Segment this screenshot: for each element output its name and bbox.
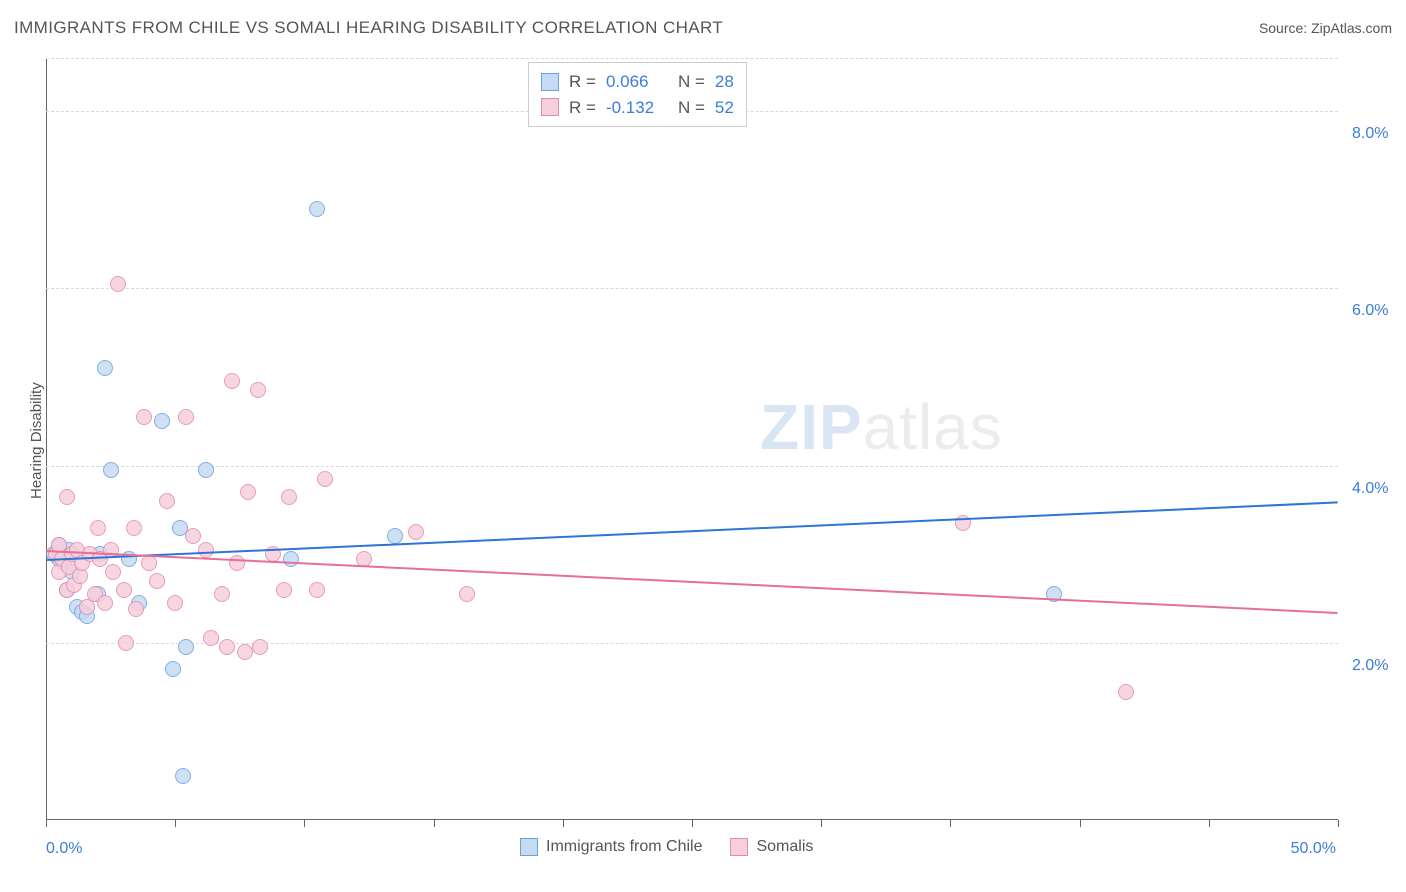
x-tick — [821, 820, 822, 827]
data-point — [198, 462, 214, 478]
data-point — [118, 635, 134, 651]
data-point — [317, 471, 333, 487]
data-point — [1118, 684, 1134, 700]
data-point — [126, 520, 142, 536]
y-tick-label: 2.0% — [1352, 657, 1388, 675]
legend-label: Somalis — [756, 838, 813, 856]
data-point — [309, 201, 325, 217]
x-tick — [304, 820, 305, 827]
n-label: N = — [678, 69, 705, 95]
stats-legend: R = 0.066 N = 28 R = -0.132 N = 52 — [528, 62, 747, 127]
y-tick-label: 6.0% — [1352, 302, 1388, 320]
data-point — [165, 661, 181, 677]
x-tick — [563, 820, 564, 827]
x-tick-label: 0.0% — [46, 840, 82, 858]
data-point — [178, 639, 194, 655]
x-tick — [175, 820, 176, 827]
data-point — [276, 582, 292, 598]
gridline — [46, 288, 1338, 289]
data-point — [103, 462, 119, 478]
stats-row: R = -0.132 N = 52 — [541, 95, 734, 121]
data-point — [283, 551, 299, 567]
data-point — [128, 601, 144, 617]
y-tick-label: 8.0% — [1352, 125, 1388, 143]
data-point — [185, 528, 201, 544]
x-tick — [46, 820, 47, 827]
data-point — [240, 484, 256, 500]
data-point — [219, 639, 235, 655]
r-label: R = — [569, 95, 596, 121]
series-swatch — [541, 73, 559, 91]
data-point — [203, 630, 219, 646]
data-point — [90, 520, 106, 536]
x-tick-label: 50.0% — [1291, 840, 1336, 858]
legend-item: Immigrants from Chile — [520, 838, 702, 856]
gridline — [46, 58, 1338, 59]
series-legend: Immigrants from Chile Somalis — [520, 838, 813, 856]
r-value: 0.066 — [606, 69, 668, 95]
data-point — [116, 582, 132, 598]
data-point — [136, 409, 152, 425]
data-point — [175, 768, 191, 784]
x-tick — [434, 820, 435, 827]
data-point — [159, 493, 175, 509]
x-tick — [1080, 820, 1081, 827]
data-point — [229, 555, 245, 571]
data-point — [408, 524, 424, 540]
data-point — [167, 595, 183, 611]
data-point — [387, 528, 403, 544]
source-label: Source: ZipAtlas.com — [1259, 20, 1392, 36]
n-label: N = — [678, 95, 705, 121]
data-point — [198, 542, 214, 558]
x-tick — [1209, 820, 1210, 827]
x-tick — [692, 820, 693, 827]
plot-frame — [46, 58, 1338, 820]
gridline — [46, 466, 1338, 467]
series-swatch — [730, 838, 748, 856]
r-label: R = — [569, 69, 596, 95]
data-point — [141, 555, 157, 571]
x-tick — [1338, 820, 1339, 827]
data-point — [309, 582, 325, 598]
data-point — [459, 586, 475, 602]
data-point — [154, 413, 170, 429]
data-point — [224, 373, 240, 389]
n-value: 28 — [715, 69, 734, 95]
n-value: 52 — [715, 95, 734, 121]
data-point — [237, 644, 253, 660]
r-value: -0.132 — [606, 95, 668, 121]
data-point — [97, 360, 113, 376]
data-point — [97, 595, 113, 611]
data-point — [250, 382, 266, 398]
chart-title: IMMIGRANTS FROM CHILE VS SOMALI HEARING … — [14, 18, 723, 38]
series-swatch — [520, 838, 538, 856]
data-point — [252, 639, 268, 655]
stats-row: R = 0.066 N = 28 — [541, 69, 734, 95]
x-tick — [950, 820, 951, 827]
y-tick-label: 4.0% — [1352, 480, 1388, 498]
data-point — [178, 409, 194, 425]
data-point — [149, 573, 165, 589]
legend-item: Somalis — [730, 838, 813, 856]
series-swatch — [541, 98, 559, 116]
y-axis-label: Hearing Disability — [28, 382, 45, 499]
data-point — [214, 586, 230, 602]
gridline — [46, 643, 1338, 644]
data-point — [110, 276, 126, 292]
data-point — [59, 489, 75, 505]
legend-label: Immigrants from Chile — [546, 838, 702, 856]
data-point — [105, 564, 121, 580]
data-point — [281, 489, 297, 505]
